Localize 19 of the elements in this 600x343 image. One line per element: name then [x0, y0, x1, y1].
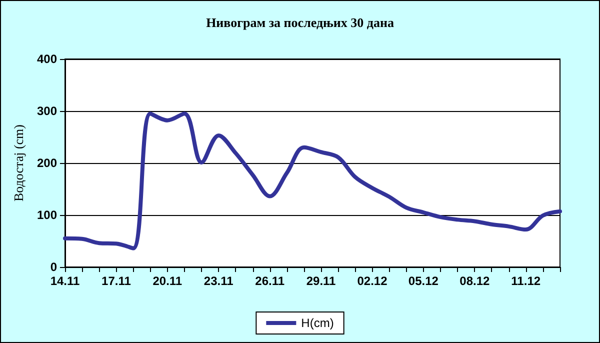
x-tick-label: 29.11: [306, 274, 336, 288]
x-tick-label: 02.12: [357, 274, 388, 288]
x-tick-label: 05.12: [408, 274, 439, 288]
legend-label: H(cm): [301, 316, 334, 330]
y-tick-label: 0: [50, 260, 58, 274]
y-tick-label: 300: [36, 104, 58, 118]
x-tick-label: 14.11: [50, 274, 80, 288]
line-series: [63, 112, 562, 250]
chart-title: Нивограм за последњих 30 дана: [206, 15, 394, 30]
x-tick-label: 26.11: [255, 274, 285, 288]
x-tick-label: 20.11: [152, 274, 182, 288]
y-axis-title: Водостај (cm): [11, 124, 26, 202]
x-tick-label: 23.11: [204, 274, 234, 288]
y-tick-label: 400: [36, 52, 58, 66]
x-tick-label: 08.12: [460, 274, 490, 288]
y-tick-label: 100: [36, 208, 58, 222]
x-tick-label: 17.11: [102, 274, 132, 288]
x-tick-label: 11.12: [511, 274, 541, 288]
y-tick-label: 200: [36, 156, 58, 170]
